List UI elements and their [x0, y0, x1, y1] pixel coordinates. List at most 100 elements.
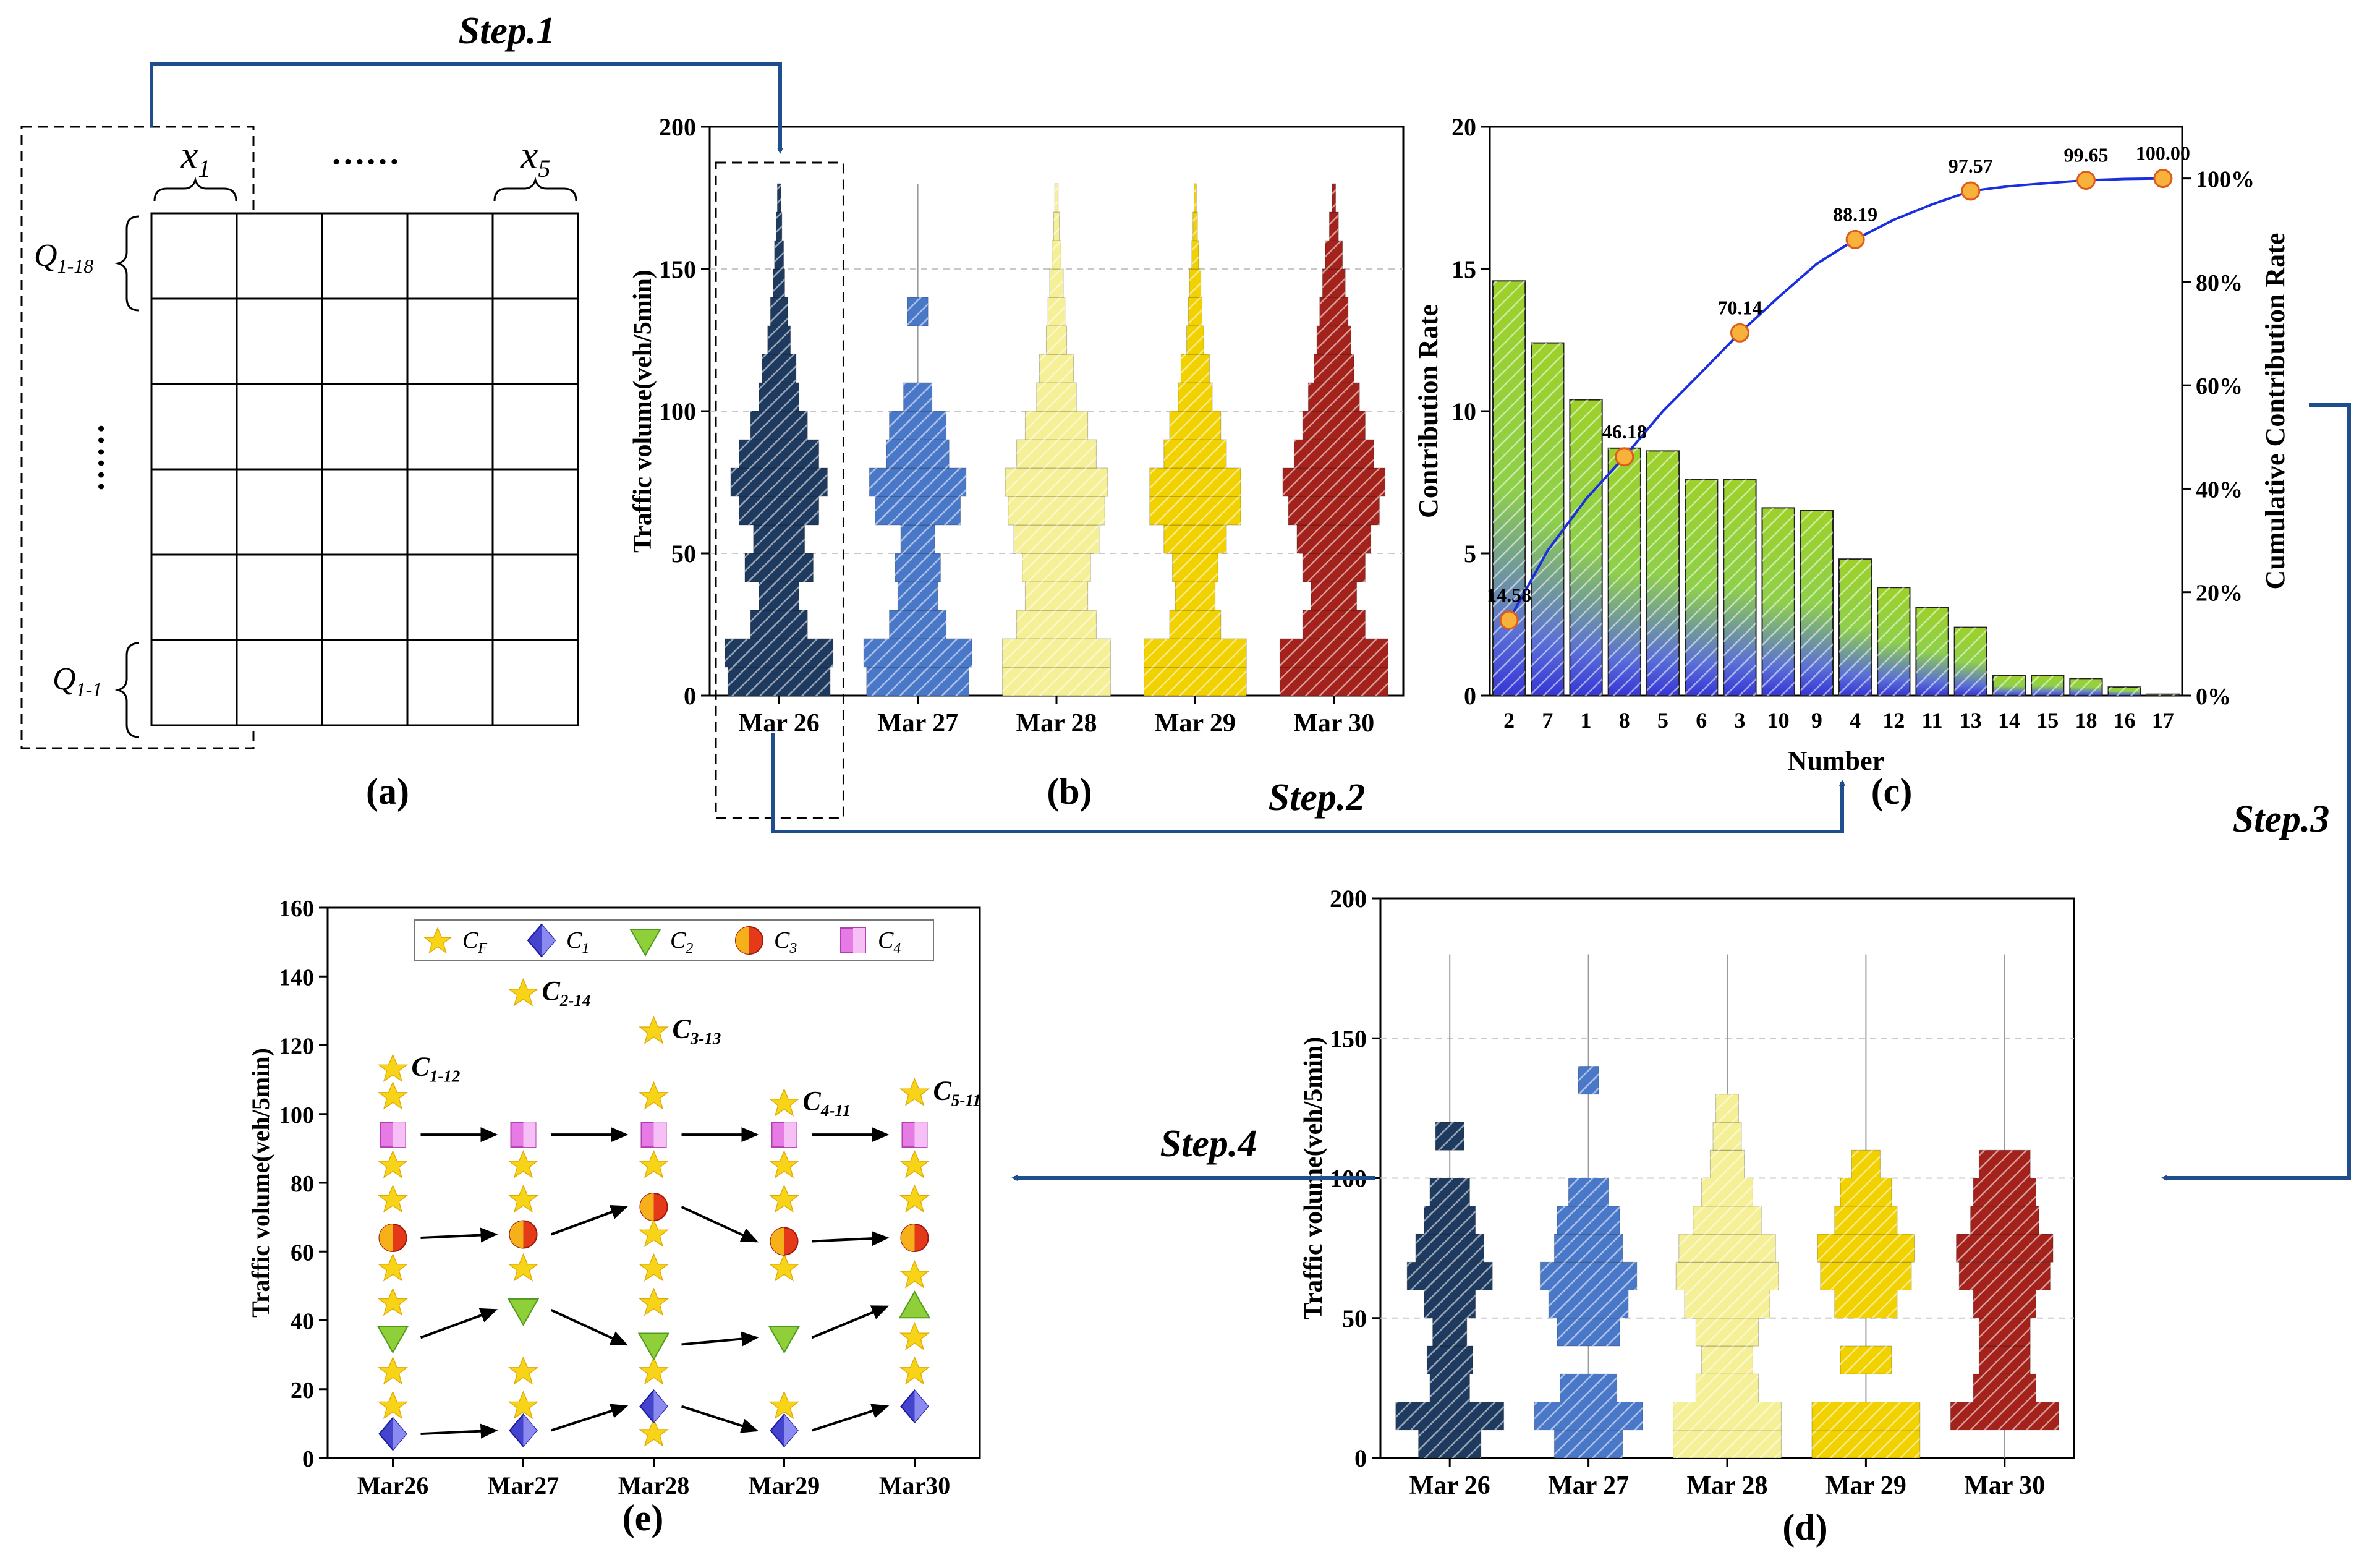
violin-hatch — [1036, 383, 1077, 411]
step1-arrow — [150, 62, 783, 154]
star-point — [769, 1391, 799, 1420]
y-tick-label: 5 — [1464, 540, 1476, 568]
violin-hatch — [1308, 383, 1360, 411]
violin-hatch — [1979, 1150, 2031, 1178]
violin-hatch — [1432, 1318, 1467, 1346]
matrix-cell — [236, 468, 323, 556]
violin-hatch — [750, 610, 808, 639]
violin-hatch — [1280, 667, 1388, 696]
cluster-c3-half — [379, 1224, 393, 1251]
star-point — [639, 1081, 669, 1110]
transition-arrow — [420, 1308, 498, 1339]
star-point — [378, 1253, 408, 1282]
cluster-annotation: C2-14 — [542, 976, 591, 1010]
violin-hatch — [1557, 1206, 1620, 1234]
violin-hatch — [1025, 582, 1088, 610]
star-point — [508, 1356, 538, 1385]
cumulative-point — [1615, 447, 1634, 467]
panel-label-b: (b) — [1047, 771, 1092, 812]
cluster-c4-half — [784, 1122, 797, 1148]
cluster-c2-point — [376, 1326, 409, 1354]
violin-hatch — [1549, 1290, 1629, 1318]
y-tick-label: 0 — [1464, 682, 1476, 710]
y-tick-label: 10 — [1451, 398, 1476, 425]
y-right-tick-label: 80% — [2196, 270, 2243, 296]
violin-hatch — [900, 525, 935, 553]
cumulative-point — [2153, 169, 2173, 189]
matrix-cell — [321, 468, 409, 556]
violin-hatch — [759, 582, 799, 610]
star-point — [378, 1150, 408, 1178]
star-point — [639, 1418, 669, 1447]
panel-label-e: (e) — [623, 1498, 664, 1538]
bar-hatch — [1531, 343, 1564, 696]
violin-hatch — [1973, 1374, 2036, 1402]
star-point — [769, 1150, 799, 1178]
star-point — [378, 1054, 408, 1082]
cluster-c2-point — [898, 1290, 931, 1319]
violin-hatch — [1194, 184, 1197, 212]
violin-hatch — [1578, 1066, 1599, 1094]
x-tick-label: 12 — [1882, 708, 1905, 733]
brace-x5 — [493, 176, 577, 202]
bar-hatch — [1992, 675, 2026, 696]
violin-hatch — [886, 440, 950, 468]
star-point — [899, 1184, 930, 1213]
y-right-tick-label: 40% — [2196, 477, 2243, 503]
x-tick-label: Mar28 — [618, 1472, 690, 1499]
cluster-c4-half — [523, 1122, 536, 1148]
violin-hatch — [1701, 1178, 1753, 1206]
violin-hatch — [889, 610, 946, 639]
x-tick-label: Mar 29 — [1155, 709, 1236, 738]
violin-hatch — [889, 411, 946, 440]
violin-hatch — [1025, 411, 1088, 440]
star-point — [508, 978, 538, 1007]
violin-hatch — [1568, 1178, 1609, 1206]
star-point — [899, 1322, 930, 1350]
y-axis-title: Traffic volume(veh/5min) — [247, 1048, 274, 1318]
matrix-cell — [491, 383, 579, 471]
violin-hatch — [1950, 1402, 2059, 1430]
violin-hatch — [1039, 354, 1074, 383]
x-tick-label: Mar27 — [488, 1472, 559, 1499]
matrix-cell — [406, 383, 494, 471]
x-tick-label: 13 — [1960, 708, 1982, 733]
transition-arrow — [811, 1305, 890, 1339]
violin-hatch — [1322, 269, 1346, 297]
violin-hatch — [730, 468, 828, 496]
violin-hatch — [1314, 354, 1354, 383]
violin-hatch — [1317, 326, 1351, 354]
violin-hatch — [1016, 610, 1097, 639]
cluster-c2-point — [637, 1332, 670, 1361]
y-tick-label: 0 — [684, 682, 696, 710]
violin-hatch — [1710, 1150, 1745, 1178]
transition-arrow — [550, 1204, 629, 1236]
violin-hatch — [903, 383, 932, 411]
step2-label: Step.2 — [1269, 777, 1366, 819]
matrix-cell — [150, 297, 238, 385]
step-arrows: Step.1 Step.2 Step.3 Step.4 — [150, 10, 2351, 1181]
x-tick-label: 3 — [1734, 708, 1745, 733]
cluster-c3-half — [770, 1227, 784, 1255]
violin-hatch — [1418, 1430, 1481, 1458]
cluster-c2-point — [629, 929, 661, 957]
brace-x1 — [153, 176, 237, 202]
cluster-c3-half — [640, 1193, 654, 1221]
violin-hatch — [1311, 582, 1357, 610]
violin-hatch — [1175, 582, 1215, 610]
violin-hatch — [1144, 639, 1247, 667]
violin-hatch — [895, 553, 941, 582]
violin-hatch — [1046, 326, 1067, 354]
matrix-cell — [406, 212, 494, 300]
violin-hatch — [1013, 525, 1100, 553]
star-point — [769, 1184, 799, 1213]
x-tick-label: 9 — [1811, 708, 1822, 733]
transition-arrow — [681, 1206, 759, 1243]
violin-hatch — [1554, 1234, 1623, 1263]
cluster-c2-point — [507, 1298, 540, 1326]
violin-hatch — [1429, 1374, 1470, 1402]
star-point — [639, 1356, 669, 1385]
violin-hatch — [1016, 440, 1097, 468]
violin-hatch — [1715, 1094, 1739, 1122]
